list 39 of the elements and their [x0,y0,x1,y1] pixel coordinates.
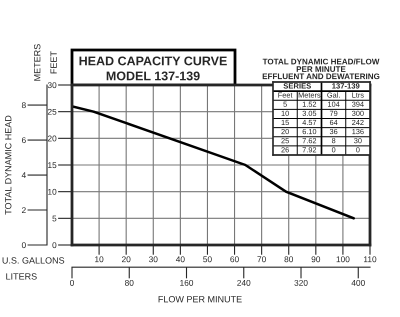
y-tick-label: 20 [48,136,56,142]
chart-title: HEAD CAPACITY CURVE [80,56,227,66]
x2-tick-label: 240 [237,280,250,286]
text: TOTAL DYNAMIC HEAD [5,116,12,215]
x2-tick-label: 0 [70,280,74,286]
y-tick-label: 10 [48,188,56,195]
x2-tick-label: 80 [124,280,134,286]
x-tick-label: 90 [312,256,320,262]
x-tick-label: 100 [336,256,350,262]
y2-tick-label: 4 [22,172,26,178]
x-tick-label: 50 [203,256,212,262]
x-tick-label: 20 [122,256,130,262]
x2-tick-label: 160 [180,280,194,286]
y2-tick-label: 6 [22,137,26,144]
x-tick-label: 40 [176,256,185,262]
y2-tick-label: 8 [22,102,26,108]
x2-axis-title: LITERS [6,273,37,280]
text: EFFLUENT AND DEWATERING [262,73,380,80]
x-tick-label: 110 [364,256,376,262]
y-tick-label: 30 [48,82,56,88]
x-axis-title: U.S. GALLONS [2,257,64,264]
x-tick-label: 80 [284,256,294,262]
x2-tick-label: 400 [352,280,365,286]
y2-tick-label: 0 [22,242,26,248]
x-tick-label: 60 [230,256,239,262]
chart-subtitle: MODEL 137-139 [106,72,200,80]
text: FLOW PER MINUTE [158,296,242,302]
text: TOTAL DYNAMIC HEAD/FLOW PER MINUTE [262,58,380,72]
x-tick-label: 10 [95,256,104,262]
x2-tick-label: 320 [294,280,308,286]
y-tick-label: 15 [48,162,56,168]
y2-tick-label: 2 [22,207,26,214]
y-tick-label: 5 [52,216,56,222]
x-tick-label: 30 [148,256,158,262]
y-axis-title: FEET [50,51,57,74]
y-tick-label: 0 [52,242,56,248]
y2-axis-title: METERS [34,44,40,81]
x-tick-label: 70 [257,256,266,262]
y-tick-label: 25 [48,108,56,115]
